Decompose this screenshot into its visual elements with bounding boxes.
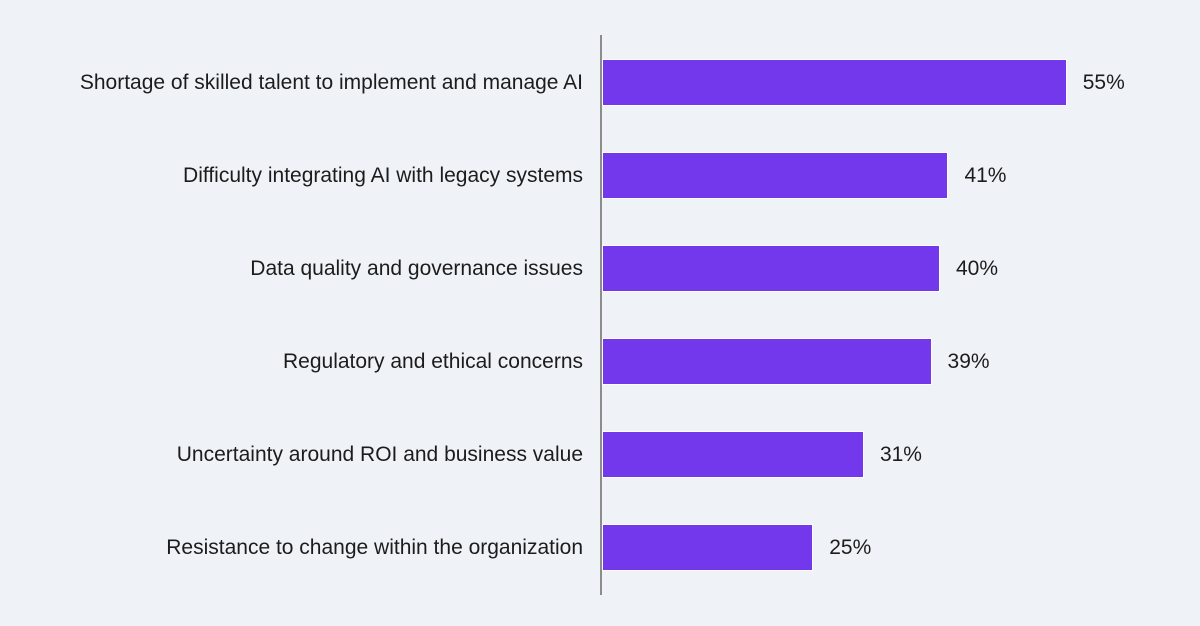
category-label: Uncertainty around ROI and business valu… bbox=[0, 440, 583, 470]
bar-area: 31% bbox=[602, 431, 1200, 478]
chart-row: Resistance to change within the organiza… bbox=[0, 501, 1200, 594]
value-label: 55% bbox=[1082, 70, 1125, 94]
bar-area: 40% bbox=[602, 245, 1200, 292]
bar-area: 55% bbox=[602, 59, 1200, 106]
bar bbox=[602, 152, 949, 199]
chart-rows: Shortage of skilled talent to implement … bbox=[0, 36, 1200, 594]
bar-area: 25% bbox=[602, 524, 1200, 571]
category-label: Resistance to change within the organiza… bbox=[0, 533, 583, 563]
category-label-text: Shortage of skilled talent to implement … bbox=[79, 70, 583, 94]
category-label: Difficulty integrating AI with legacy sy… bbox=[0, 161, 583, 191]
chart-row: Regulatory and ethical concerns 39% bbox=[0, 315, 1200, 408]
bar bbox=[602, 524, 814, 571]
bar bbox=[602, 245, 940, 292]
bar-area: 39% bbox=[602, 338, 1200, 385]
category-label: Regulatory and ethical concerns bbox=[0, 347, 583, 377]
category-label-text: Uncertainty around ROI and business valu… bbox=[176, 442, 583, 466]
category-label: Data quality and governance issues bbox=[0, 254, 583, 284]
category-label: Shortage of skilled talent to implement … bbox=[0, 68, 583, 98]
value-label: 31% bbox=[879, 442, 922, 466]
bar bbox=[602, 59, 1067, 106]
category-label-text: Data quality and governance issues bbox=[250, 256, 583, 280]
category-label-text: Difficulty integrating AI with legacy sy… bbox=[183, 163, 583, 187]
chart-row: Data quality and governance issues 40% bbox=[0, 222, 1200, 315]
value-label: 41% bbox=[964, 163, 1007, 187]
category-label-text: Regulatory and ethical concerns bbox=[282, 349, 583, 373]
chart-row: Difficulty integrating AI with legacy sy… bbox=[0, 129, 1200, 222]
value-label: 40% bbox=[956, 256, 999, 280]
value-label: 39% bbox=[947, 349, 990, 373]
bar-area: 41% bbox=[602, 152, 1200, 199]
bar bbox=[602, 338, 932, 385]
y-axis-line bbox=[600, 35, 602, 595]
bar bbox=[602, 431, 864, 478]
category-label-text: Resistance to change within the organiza… bbox=[166, 535, 583, 559]
value-label: 25% bbox=[829, 535, 872, 559]
chart-row: Uncertainty around ROI and business valu… bbox=[0, 408, 1200, 501]
chart-row: Shortage of skilled talent to implement … bbox=[0, 36, 1200, 129]
